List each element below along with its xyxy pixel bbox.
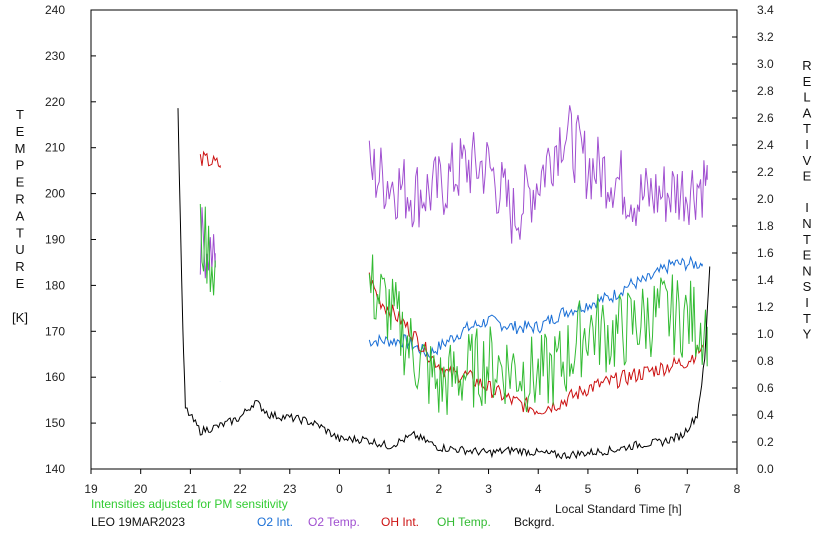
left-tick-label: 230 xyxy=(45,49,65,63)
left-axis-label-char: A xyxy=(16,208,25,223)
right-axis-label-char: A xyxy=(803,105,812,120)
x-tick-label: 22 xyxy=(233,482,247,496)
right-tick-label: 1.6 xyxy=(757,246,774,260)
right-tick-label: 3.4 xyxy=(757,3,774,17)
legend-o2-temp: O2 Temp. xyxy=(308,515,360,529)
series-line-oh-int- xyxy=(199,150,221,168)
series-lines xyxy=(177,105,711,460)
x-tick-label: 6 xyxy=(634,482,641,496)
series-line-o2-int- xyxy=(368,255,703,359)
left-axis-label-char: E xyxy=(16,124,25,139)
right-axis-label-char: I xyxy=(805,137,809,152)
x-tick-label: 5 xyxy=(585,482,592,496)
left-tick-label: 160 xyxy=(45,370,65,384)
legend-oh-int: OH Int. xyxy=(381,515,420,529)
chart-axes xyxy=(90,9,738,474)
legend-bckgrd: Bckgrd. xyxy=(514,515,555,529)
x-tick-label: 2 xyxy=(436,482,443,496)
x-tick-label: 20 xyxy=(134,482,148,496)
left-axis-label-char: T xyxy=(16,107,24,122)
left-tick-label: 140 xyxy=(45,462,65,476)
left-axis-label-char: [K] xyxy=(12,310,28,325)
x-tick-label: 1 xyxy=(386,482,393,496)
left-axis-label-char: M xyxy=(15,141,26,156)
right-tick-label: 2.6 xyxy=(757,111,774,125)
right-axis-label-char: E xyxy=(803,74,812,89)
right-tick-label: 0.6 xyxy=(757,381,774,395)
series-line-oh-int- xyxy=(368,272,703,416)
right-axis-label-char: T xyxy=(803,311,811,326)
x-tick-label: 19 xyxy=(84,482,98,496)
left-tick-label: 180 xyxy=(45,278,65,292)
left-axis-label-char: E xyxy=(16,276,25,291)
x-tick-label: 21 xyxy=(184,482,198,496)
right-tick-label: 0.4 xyxy=(757,408,774,422)
left-tick-label: 150 xyxy=(45,416,65,430)
right-axis-label-char: I xyxy=(805,200,809,215)
left-tick-label: 210 xyxy=(45,141,65,155)
series-line-oh-temp- xyxy=(199,203,216,296)
right-tick-label: 0.8 xyxy=(757,354,774,368)
right-axis-label-char: L xyxy=(803,90,810,105)
left-tick-label: 240 xyxy=(45,3,65,17)
right-tick-label: 2.8 xyxy=(757,84,774,98)
right-tick-label: 1.0 xyxy=(757,327,774,341)
legend-o2-int: O2 Int. xyxy=(257,515,294,529)
left-tick-label: 200 xyxy=(45,187,65,201)
right-tick-label: 0.0 xyxy=(757,462,774,476)
plot-frame xyxy=(90,9,738,470)
right-axis-label-char: Y xyxy=(803,327,812,342)
series-line-bckgrd- xyxy=(177,108,711,460)
x-tick-label: 8 xyxy=(734,482,741,496)
station-label: LEO 19MAR2023 xyxy=(91,515,186,529)
right-tick-label: 2.2 xyxy=(757,165,774,179)
right-axis-label-char: T xyxy=(803,121,811,136)
right-axis-label-char: N xyxy=(802,216,811,231)
right-axis-label-char: E xyxy=(803,169,812,184)
left-tick-label: 220 xyxy=(45,95,65,109)
series-line-oh-temp- xyxy=(368,254,708,415)
note: Intensities adjusted for PM sensitivity xyxy=(91,497,288,511)
right-tick-label: 1.2 xyxy=(757,300,774,314)
right-tick-label: 3.2 xyxy=(757,30,774,44)
series-line-o2-temp- xyxy=(368,105,708,244)
x-tick-label: 0 xyxy=(336,482,343,496)
legend-oh-temp: OH Temp. xyxy=(437,515,491,529)
right-axis-label-char: V xyxy=(803,153,812,168)
right-tick-label: 1.4 xyxy=(757,273,774,287)
left-axis-label-char: R xyxy=(15,259,24,274)
right-axis-label-char: T xyxy=(803,232,811,247)
left-axis-label-char: R xyxy=(15,192,24,207)
right-tick-label: 2.4 xyxy=(757,138,774,152)
tick-labels: 1401501601701801902002102202302400.00.20… xyxy=(45,3,774,496)
left-tick-label: 190 xyxy=(45,233,65,247)
right-axis-label-char: S xyxy=(803,279,812,294)
right-axis-label-char: R xyxy=(802,58,811,73)
left-axis-label-char: T xyxy=(16,225,24,240)
left-axis-label-char: U xyxy=(15,242,24,257)
right-axis-label-char: N xyxy=(802,263,811,278)
right-tick-label: 0.2 xyxy=(757,435,774,449)
x-tick-label: 4 xyxy=(535,482,542,496)
right-tick-label: 3.0 xyxy=(757,57,774,71)
right-axis-label-char: I xyxy=(805,295,809,310)
right-tick-label: 2.0 xyxy=(757,192,774,206)
left-axis-label-char: P xyxy=(16,158,25,173)
left-axis-label-char: E xyxy=(16,175,25,190)
x-tick-label: 23 xyxy=(283,482,297,496)
x-tick-label: 3 xyxy=(485,482,492,496)
right-tick-label: 1.8 xyxy=(757,219,774,233)
series-line-o2-temp- xyxy=(199,207,216,279)
right-axis-label-char: E xyxy=(803,248,812,263)
x-axis-label: Local Standard Time [h] xyxy=(555,502,682,516)
x-tick-label: 7 xyxy=(684,482,691,496)
left-tick-label: 170 xyxy=(45,324,65,338)
